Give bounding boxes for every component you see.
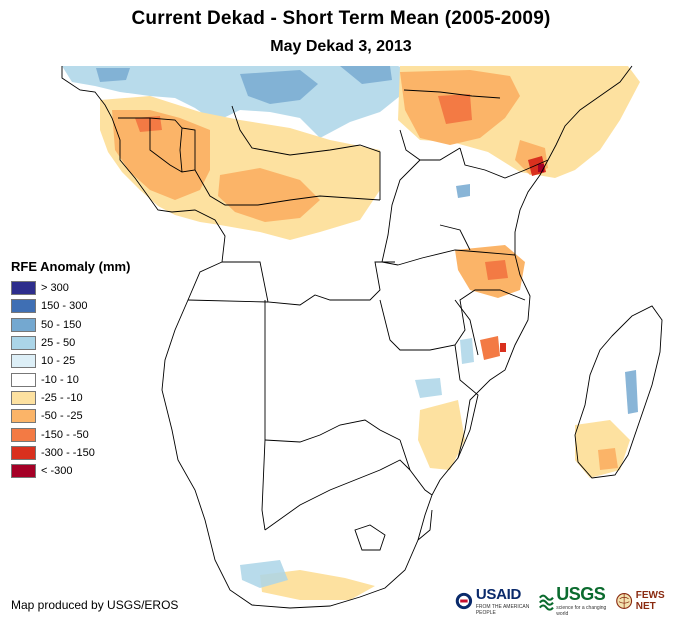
legend-items: > 300 150 - 300 50 - 150 25 - 50 10 - 25 -10 … xyxy=(11,279,130,480)
fewsnet-globe-icon xyxy=(616,592,633,609)
anomaly-negative-zone xyxy=(260,570,375,600)
legend-swatch xyxy=(11,445,36,460)
fewsnet-wordmark: FEWS NET xyxy=(635,589,665,612)
border-line xyxy=(264,419,401,443)
anomaly-negative-zone xyxy=(538,164,544,172)
anomaly-positive-zone xyxy=(456,184,470,198)
border-line xyxy=(381,159,421,266)
legend-item: -25 - -10 xyxy=(11,389,130,407)
anomaly-positive-zone xyxy=(240,560,288,588)
legend-swatch xyxy=(11,354,36,369)
border-line xyxy=(261,300,266,531)
legend-label: 10 - 25 xyxy=(41,355,76,368)
anomaly-positive-zone xyxy=(340,66,392,84)
legend-label: -300 - -150 xyxy=(41,446,95,459)
map-credit: Map produced by USGS/EROS xyxy=(11,598,179,612)
usgs-wordmark: USGS xyxy=(556,584,606,604)
border-line xyxy=(187,299,269,303)
legend-label: -10 - 10 xyxy=(41,373,79,386)
legend-swatch xyxy=(11,464,36,479)
border-line xyxy=(149,118,183,173)
border-line xyxy=(403,89,501,99)
legend-swatch xyxy=(11,372,36,387)
border-line xyxy=(459,147,549,179)
anomaly-negative-zone xyxy=(438,94,472,124)
usaid-seal-icon xyxy=(455,592,473,609)
usaid-logo: USAID FROM THE AMERICAN PEOPLE xyxy=(455,586,531,616)
anomaly-negative-zone xyxy=(218,168,320,222)
madagascar-outline xyxy=(574,305,663,479)
partner-logos: USAID FROM THE AMERICAN PEOPLE USGS scie… xyxy=(455,584,682,617)
usaid-wordmark: USAID xyxy=(475,585,521,603)
legend-label: > 300 xyxy=(41,282,69,295)
usaid-tagline: FROM THE AMERICAN PEOPLE xyxy=(475,603,530,616)
border-line xyxy=(231,105,381,200)
anomaly-negative-zone xyxy=(598,448,618,470)
anomaly-negative-zone xyxy=(135,116,162,132)
map-subtitle: May Dekad 3, 2013 xyxy=(270,38,412,55)
anomaly-positive-zone xyxy=(460,338,474,364)
legend-label: -25 - -10 xyxy=(41,391,83,404)
border-line xyxy=(454,344,479,459)
legend-item: -10 - 10 xyxy=(11,370,130,388)
country-borders xyxy=(61,65,663,609)
border-line xyxy=(379,289,526,351)
map-title: Current Dekad - Short Term Mean (2005-20… xyxy=(131,8,551,29)
border-line xyxy=(399,439,433,496)
legend-item: -50 - -25 xyxy=(11,407,130,425)
legend-item: > 300 xyxy=(11,279,130,297)
legend-swatch xyxy=(11,336,36,351)
anomaly-negative-zone xyxy=(418,400,465,470)
legend-item: < -300 xyxy=(11,462,130,480)
anomaly-positive-zone xyxy=(625,370,638,414)
legend-label: < -300 xyxy=(41,465,73,478)
anomaly-positive-zone xyxy=(96,68,130,82)
legend-item: -150 - -50 xyxy=(11,425,130,443)
legend-swatch xyxy=(11,317,36,332)
anomaly-negative-zone xyxy=(485,260,508,280)
border-line xyxy=(118,117,183,129)
legend-item: 50 - 150 xyxy=(11,316,130,334)
legend-swatch xyxy=(11,299,36,314)
legend-item: 25 - 50 xyxy=(11,334,130,352)
legend-label: -50 - -25 xyxy=(41,410,83,423)
usgs-logo: USGS science for a changing world xyxy=(539,584,608,617)
usgs-wave-icon xyxy=(539,594,555,611)
anomaly-negative-zone xyxy=(112,110,210,200)
rfe-legend: RFE Anomaly (mm) > 300 150 - 300 50 - 150 2… xyxy=(11,259,130,480)
legend-swatch xyxy=(11,409,36,424)
legend-swatch xyxy=(11,427,36,442)
anomaly-positive-zone xyxy=(62,66,420,138)
legend-swatch xyxy=(11,390,36,405)
anomaly-negative-zone xyxy=(480,336,500,360)
legend-item: 10 - 25 xyxy=(11,352,130,370)
legend-label: 150 - 300 xyxy=(41,300,88,313)
legend-label: -150 - -50 xyxy=(41,428,89,441)
anomaly-positive-zone xyxy=(415,378,442,398)
fewsnet-logo: FEWS NET xyxy=(616,590,674,612)
border-line xyxy=(454,299,479,356)
usgs-tagline: science for a changing world xyxy=(556,605,607,617)
border-line xyxy=(439,224,471,251)
legend-item: -300 - -150 xyxy=(11,444,130,462)
border-line xyxy=(194,169,381,206)
border-line xyxy=(417,509,433,541)
legend-swatch xyxy=(11,281,36,296)
border-line xyxy=(354,524,386,551)
border-line xyxy=(179,127,196,173)
africa-coastline xyxy=(61,65,633,609)
border-line xyxy=(222,261,395,306)
legend-label: 50 - 150 xyxy=(41,318,82,331)
border-line xyxy=(264,459,411,531)
legend-item: 150 - 300 xyxy=(11,297,130,315)
legend-title: RFE Anomaly (mm) xyxy=(11,259,131,274)
anomaly-negative-zone xyxy=(500,343,506,352)
anomaly-positive-zone xyxy=(240,70,318,104)
legend-label: 25 - 50 xyxy=(41,337,76,350)
border-line xyxy=(397,249,516,266)
